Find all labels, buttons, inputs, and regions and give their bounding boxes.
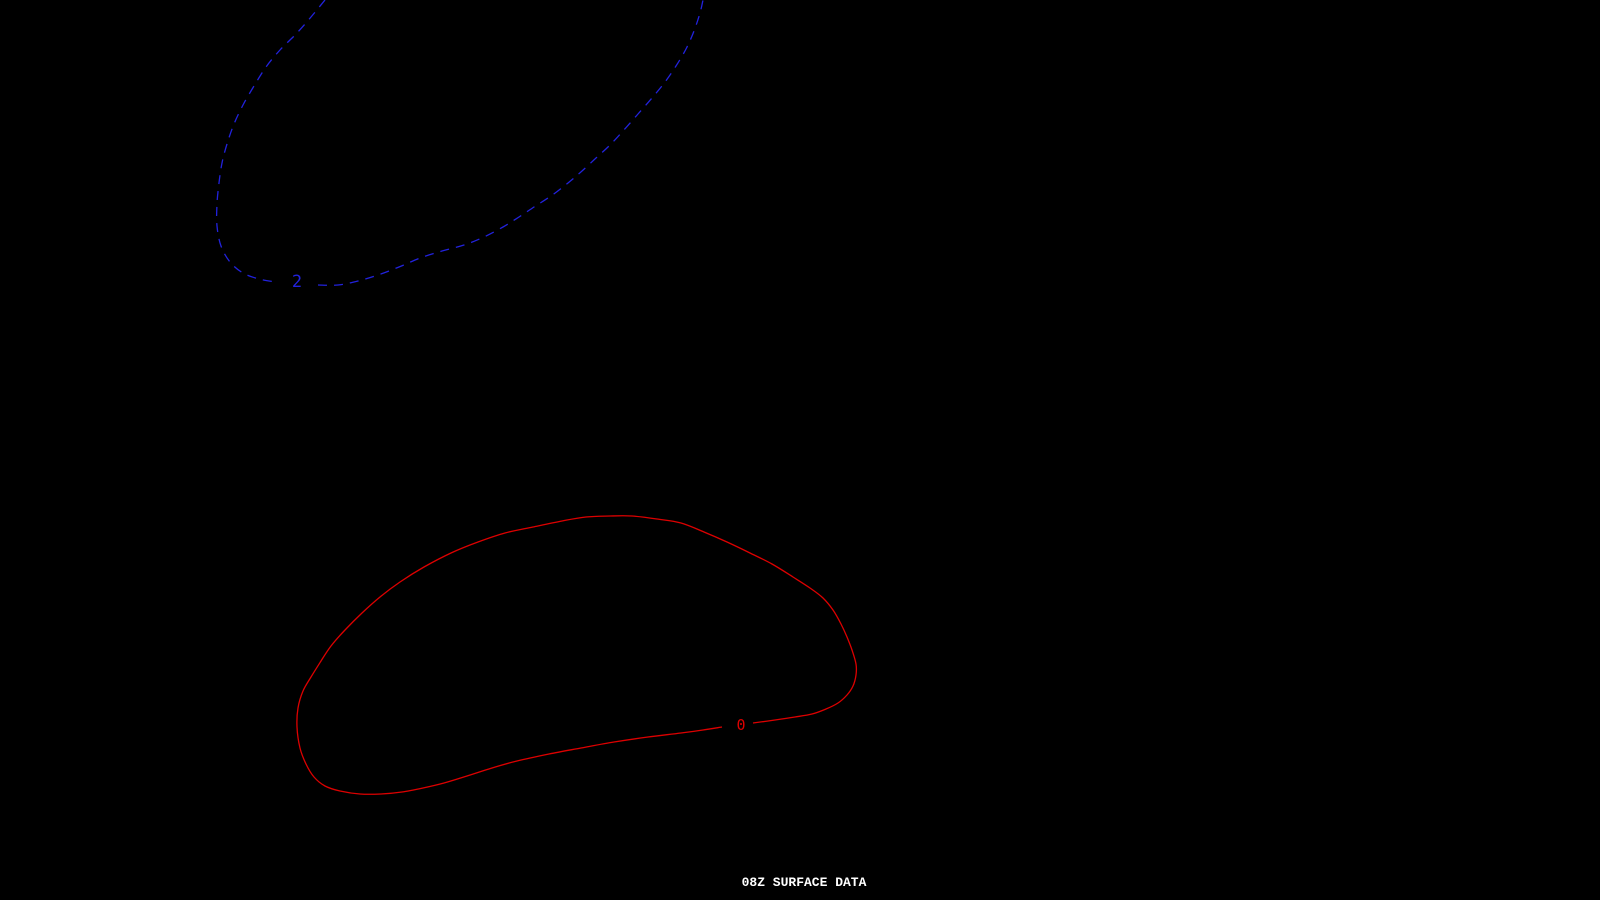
chart-title: 08Z SURFACE DATA [741,875,867,890]
contour-0-label: 0 [736,716,745,734]
contour-2-line-0 [215,0,326,283]
contour-0-line-0 [296,515,858,795]
contour-2-label: 2 [292,272,302,292]
contour-2-line-1 [317,0,704,286]
